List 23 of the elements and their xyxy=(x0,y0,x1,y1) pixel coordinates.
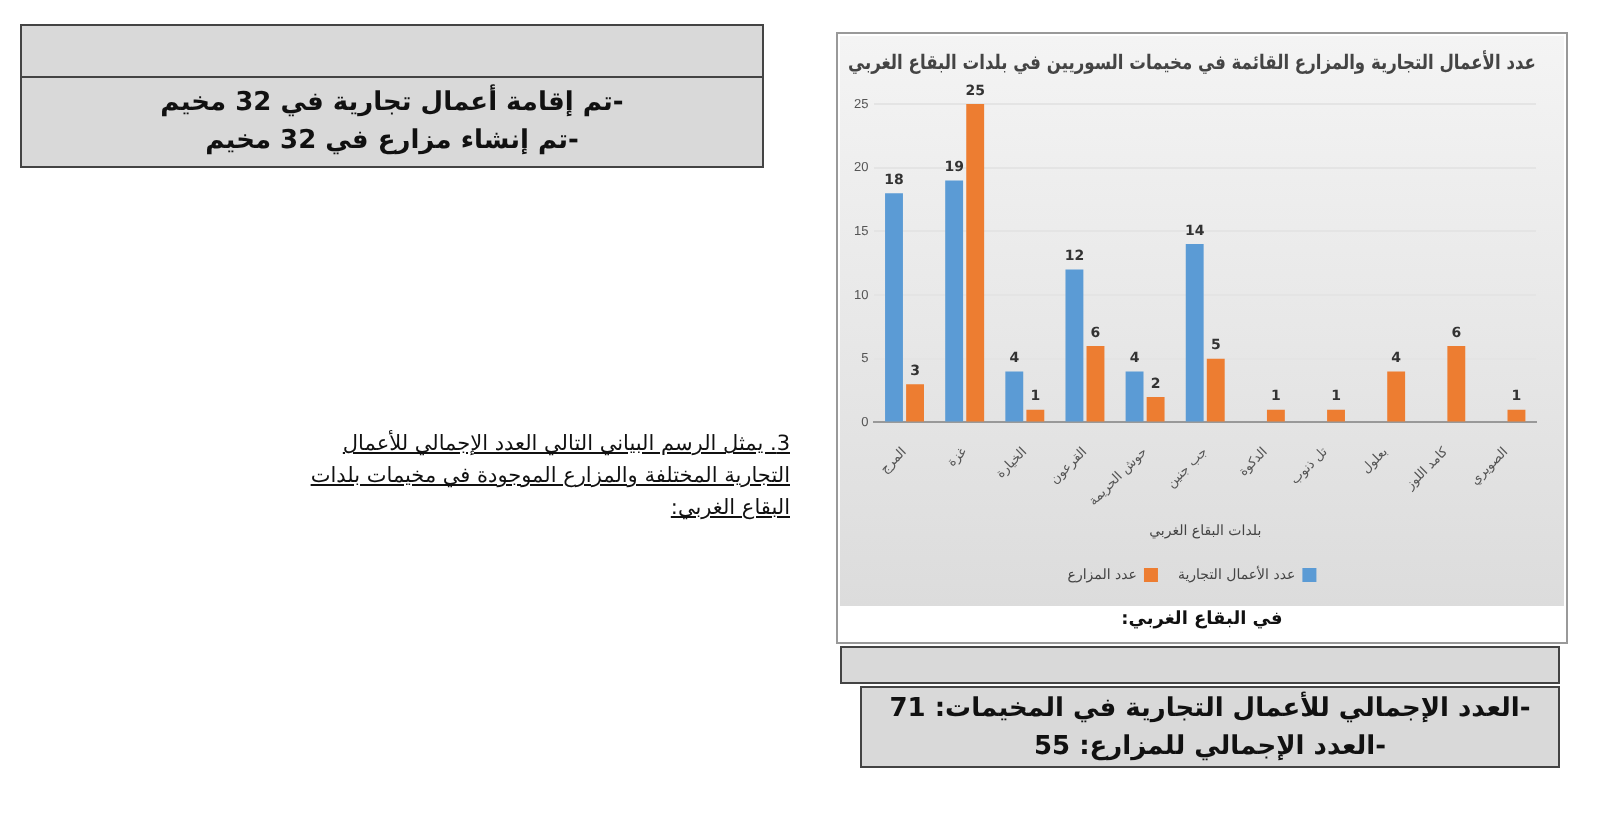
text: -تم إقامة أعمال تجارية في 32 مخيم xyxy=(158,84,626,122)
chart-title: عدد الأعمال التجارية والمزارع القائمة في مخيمات السوريين في بلدات البقاع الغربي xyxy=(848,49,1536,76)
bar xyxy=(1387,371,1406,422)
bar xyxy=(1447,346,1466,422)
text: -العدد الإجمالي للأعمال التجارية في المخيمات: 71 xyxy=(887,690,1533,728)
bar xyxy=(1086,346,1105,422)
bar xyxy=(1206,358,1225,422)
bar xyxy=(1026,409,1045,422)
text: -تم إنشاء مزارع في 32 مخيم xyxy=(203,124,581,160)
bar xyxy=(1005,371,1024,422)
bar xyxy=(966,104,985,422)
text: 3. يمثل الرسم البياني التالي العدد الإجمالي للأعمال التجارية المختلفة والمزارع الموجودة في مخيمات بلدات البقاع الغربي: xyxy=(308,428,790,524)
bar xyxy=(1125,371,1144,422)
bar xyxy=(906,384,924,422)
text: -العدد الإجمالي للمزارع: 55 xyxy=(1031,730,1389,766)
bar xyxy=(945,180,964,422)
bar xyxy=(1266,409,1285,422)
bar xyxy=(1146,396,1165,422)
bar xyxy=(1065,269,1084,422)
text: في البقاع الغربي: xyxy=(1119,610,1285,630)
bar xyxy=(885,193,903,422)
bar xyxy=(1327,409,1345,422)
bar xyxy=(1185,244,1204,422)
